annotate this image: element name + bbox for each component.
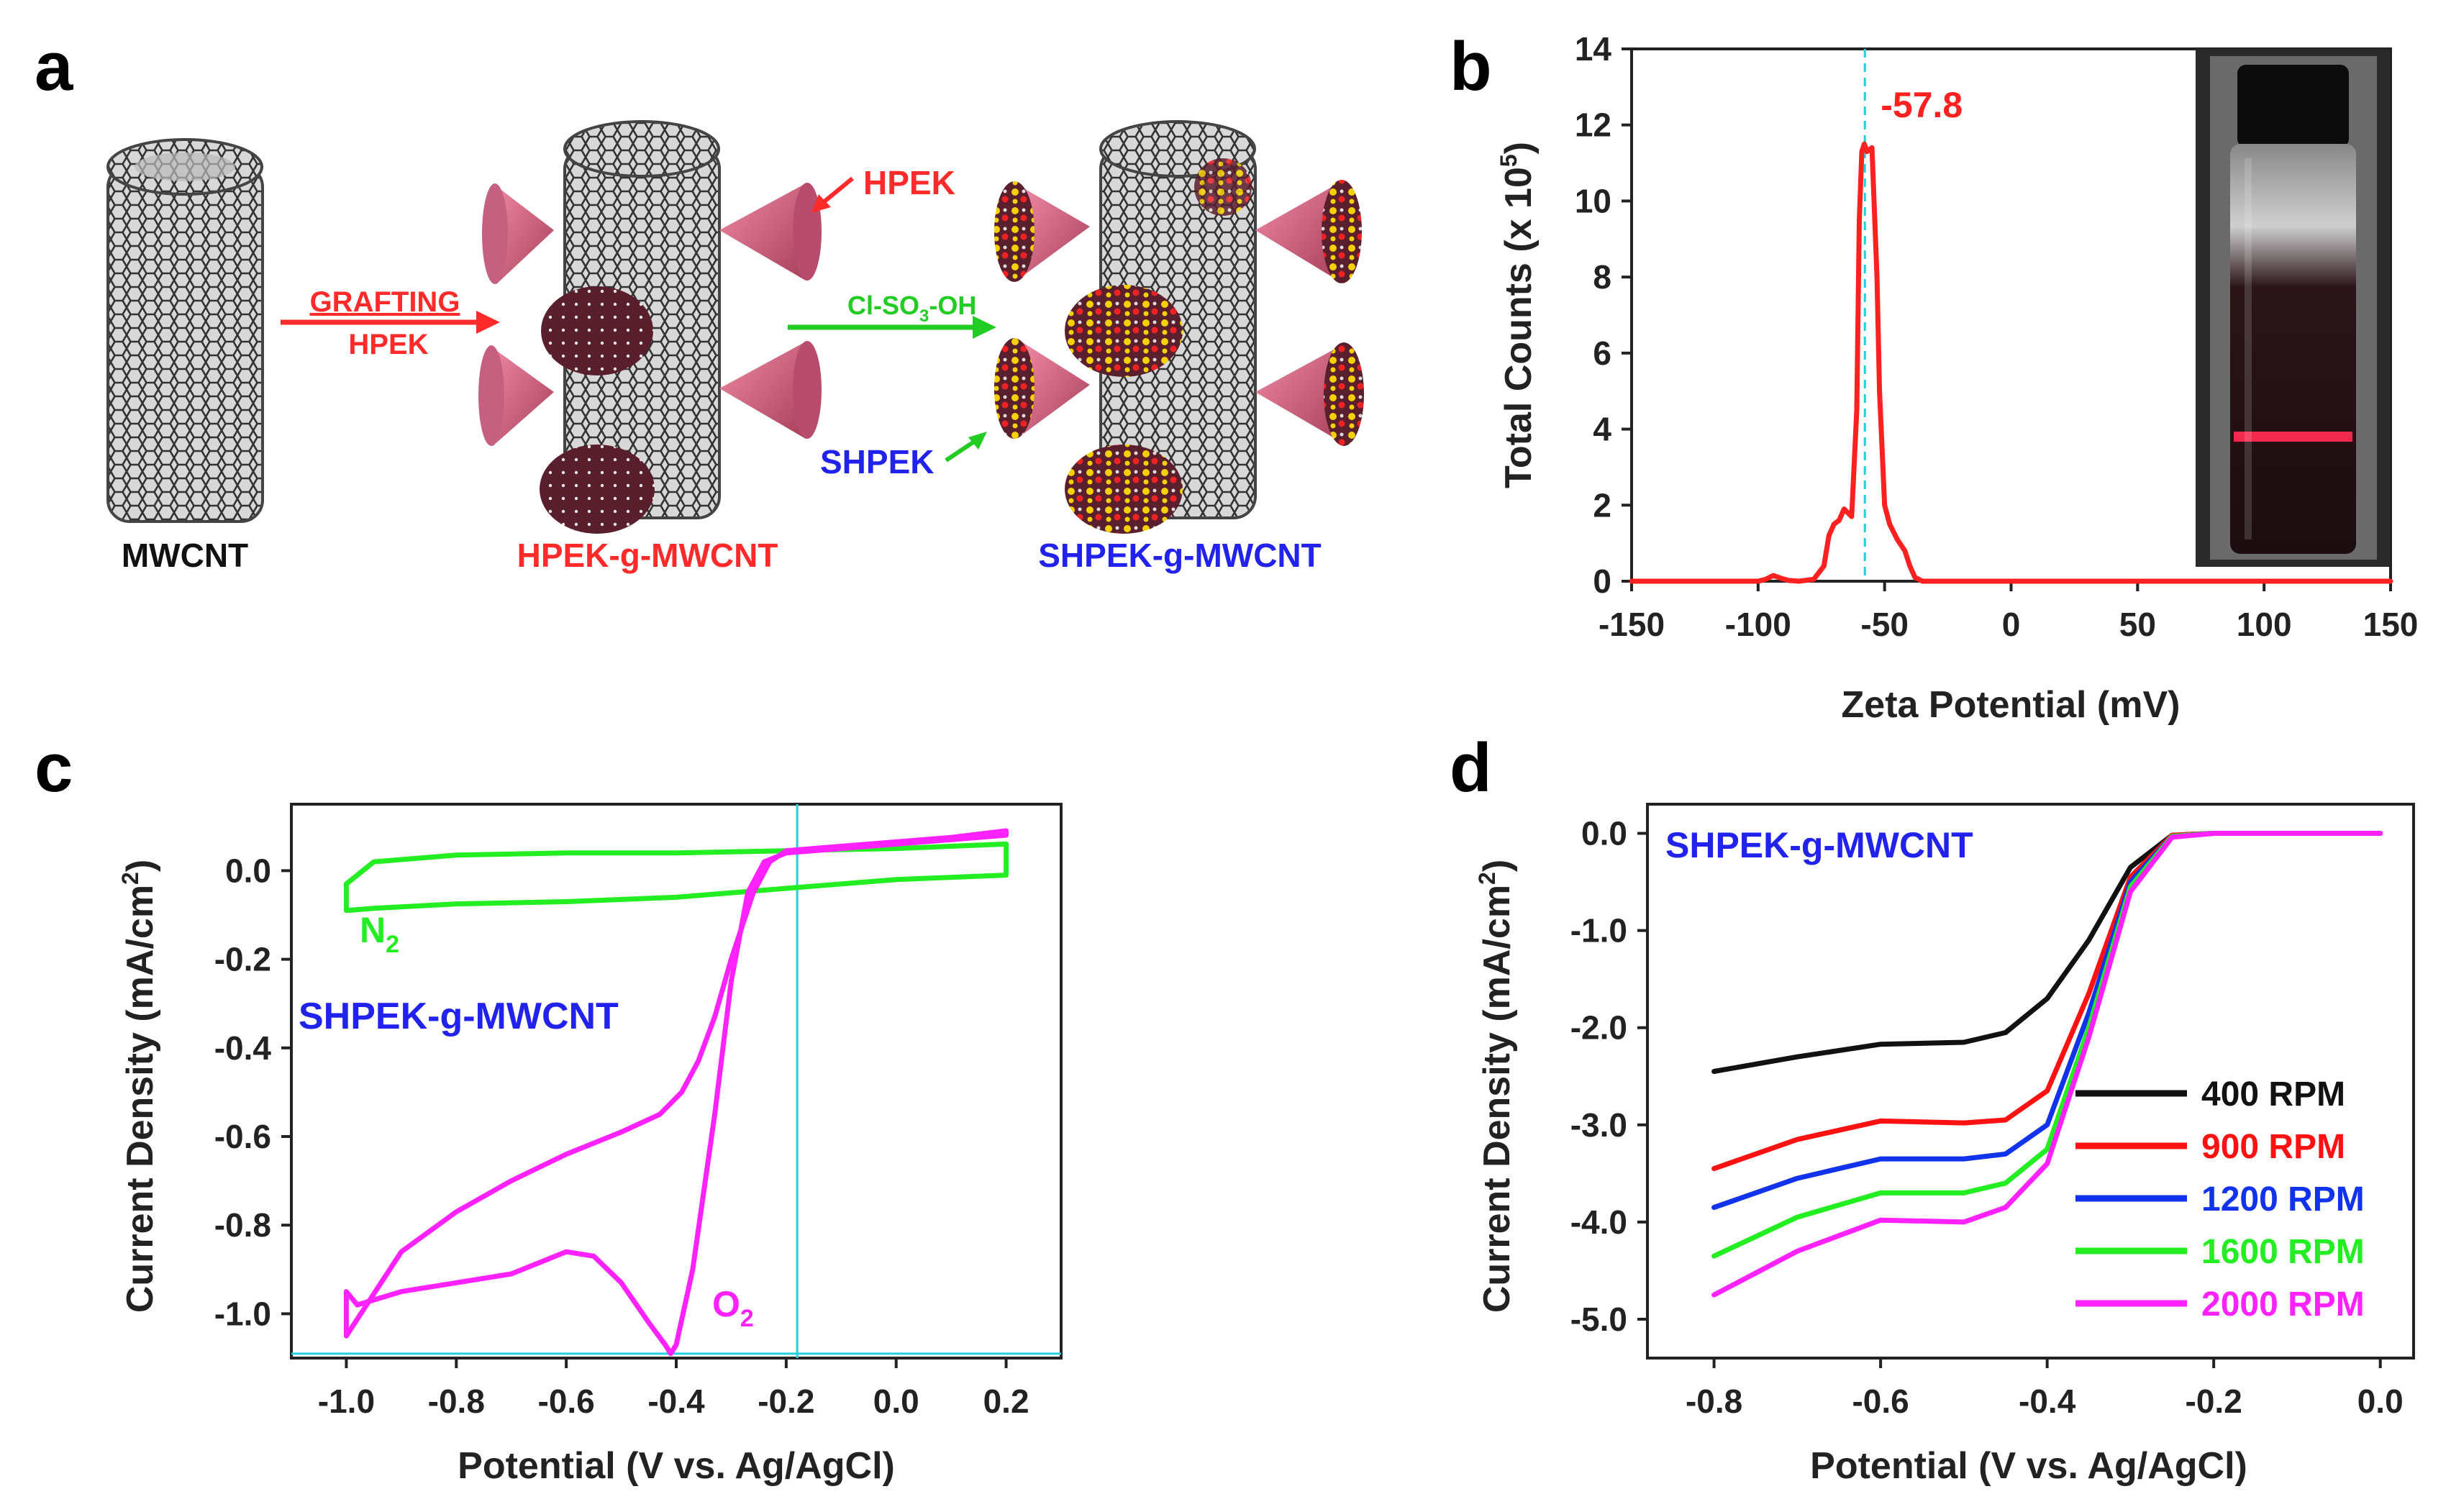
annotation-d: SHPEK-g-MWCNT <box>1665 825 1973 865</box>
xlabel-d: Potential (V vs. Ag/AgCl) <box>1810 1445 2247 1487</box>
panel-c: c -1.0 -0.8 -0.6 -0.4 -0.2 0.0 0.20.0-0.2-0.4-… <box>35 729 1063 1487</box>
label-mwcnt: MWCNT <box>122 537 248 574</box>
panel-letter-b: b <box>1450 28 1492 105</box>
ytick-label: 10 <box>1575 182 1611 219</box>
series-line-n <box>343 841 1009 914</box>
xtick-label: -0.4 <box>2019 1383 2076 1420</box>
series-line-400-rpm <box>1711 831 2383 1074</box>
ytick-label: 0 <box>1593 563 1611 600</box>
label-shpek-pointer: SHPEK <box>820 443 934 481</box>
xtick-label: -150 <box>1599 606 1665 643</box>
hpek-pointer-arrow <box>811 176 854 213</box>
shpek-g-mwcnt-structure <box>994 120 1364 534</box>
ylabel-c: Current Density (mA/cm2) <box>117 860 161 1313</box>
xtick-label: 0 <box>2002 606 2021 643</box>
xtick-label: -1.0 <box>318 1383 375 1420</box>
ytick-label: -3.0 <box>1570 1106 1627 1144</box>
xtick-label: -0.4 <box>647 1383 705 1420</box>
ytick-label: -4.0 <box>1570 1203 1627 1241</box>
ytick-label: -1.0 <box>1570 912 1627 949</box>
label-hpek-g-mwcnt: HPEK-g-MWCNT <box>517 537 778 574</box>
xtick-label: 0.2 <box>983 1383 1029 1420</box>
ytick-label: 0.0 <box>225 852 271 889</box>
legend-o2-label: O2 <box>712 1284 754 1332</box>
legend-label: 400 RPM <box>2201 1075 2345 1113</box>
xtick-label: -50 <box>1860 606 1908 643</box>
label-grafting: GRAFTING <box>310 286 460 318</box>
ytick-label: 14 <box>1575 30 1612 68</box>
peak-annotation: -57.8 <box>1881 85 1963 125</box>
xtick-label: 150 <box>2363 606 2419 643</box>
ytick-label: 0.0 <box>1581 815 1627 852</box>
vial-photo <box>2196 49 2390 567</box>
panel-b: b -150 -100 -50 0 50 100 150 0 2 4 6 8 10 12 14 -57.8 T… <box>1450 28 2418 726</box>
panel-a: a MWCNT GRAFTING HPEK <box>35 28 1364 574</box>
xtick-label: -0.6 <box>1852 1383 1909 1420</box>
plot-frame-c <box>290 803 1063 1360</box>
ytick-label: 2 <box>1593 486 1611 524</box>
ytick-label: -2.0 <box>1570 1009 1627 1047</box>
chart-c-marks: -1.0 -0.8 -0.6 -0.4 -0.2 0.0 0.2 0.0 -0.2 -0.4 -0.… <box>214 804 1061 1420</box>
panel-letter-d: d <box>1450 729 1492 806</box>
xtick-label: -0.8 <box>428 1383 485 1420</box>
label-hpek-pointer: HPEK <box>863 164 955 201</box>
xtick-label: 0.0 <box>873 1383 919 1420</box>
hpek-g-mwcnt-structure <box>478 120 822 534</box>
shpek-pointer-arrow <box>945 432 987 463</box>
label-shpek-g-mwcnt: SHPEK-g-MWCNT <box>1038 537 1322 574</box>
sulfonation-arrow <box>788 316 996 339</box>
legend-n2-label: N2 <box>360 910 399 958</box>
panel-letter-c: c <box>35 729 73 806</box>
ytick-label: 8 <box>1593 258 1611 296</box>
grafting-arrow <box>281 311 500 334</box>
legend-label: 1200 RPM <box>2201 1180 2365 1219</box>
ytick-label: 4 <box>1593 411 1611 448</box>
chart-b-marks: -150 -100 -50 0 50 100 150 0 2 4 6 8 10 12 14 -57.8 <box>1575 30 2419 643</box>
label-hpek-arrow: HPEK <box>348 329 428 360</box>
ytick-label: 12 <box>1575 106 1611 144</box>
xtick-label: -0.2 <box>2186 1383 2242 1420</box>
ytick-label: -0.8 <box>214 1206 271 1244</box>
plot-frame-d <box>1646 803 2415 1360</box>
panel-d: d -0.8 -0.6 -0.4 -0.2 0.0 0.0 -1.0 -2.0 -3.0 -4.0… <box>1450 729 2415 1487</box>
mwcnt-tube <box>106 138 264 523</box>
legend-label: 1600 RPM <box>2201 1233 2365 1271</box>
xlabel-c: Potential (V vs. Ag/AgCl) <box>458 1445 895 1487</box>
xtick-label: -0.2 <box>758 1383 814 1420</box>
xtick-label: 50 <box>2119 606 2156 643</box>
panel-letter-a: a <box>35 28 73 105</box>
series-line-zeta <box>1629 141 2393 584</box>
ytick-label: -0.2 <box>214 941 271 978</box>
xtick-label: 0.0 <box>2357 1383 2404 1420</box>
legend-label: 2000 RPM <box>2201 1285 2365 1324</box>
ytick-label: 6 <box>1593 334 1611 372</box>
label-reagent: Cl-SO3-OH <box>847 291 976 326</box>
xtick-label: -0.6 <box>538 1383 595 1420</box>
series-line-2000-rpm <box>1711 831 2383 1298</box>
series-line-o <box>343 828 1009 1357</box>
ylabel-b: Total Counts (x 105) <box>1496 142 1540 488</box>
xtick-label: -0.8 <box>1686 1383 1742 1420</box>
ytick-label: -0.6 <box>214 1118 271 1155</box>
annotation-c: SHPEK-g-MWCNT <box>299 996 619 1037</box>
xtick-label: 100 <box>2237 606 2292 643</box>
legend-label: 900 RPM <box>2201 1128 2345 1166</box>
ytick-label: -0.4 <box>214 1029 272 1067</box>
ytick-label: -5.0 <box>1570 1301 1627 1338</box>
chart-d-marks: -0.8 -0.6 -0.4 -0.2 0.0 0.0 -1.0 -2.0 -3.0 -4.0 -5… <box>1570 815 2404 1420</box>
ytick-label: -1.0 <box>214 1295 271 1332</box>
xtick-label: -100 <box>1725 606 1791 643</box>
legend-d: 400 RPM 900 RPM 1200 RPM 1600 RPM 2000 RPM <box>2075 1075 2365 1324</box>
xlabel-b: Zeta Potential (mV) <box>1842 684 2181 726</box>
ylabel-d: Current Density (mA/cm2) <box>1474 860 1518 1313</box>
